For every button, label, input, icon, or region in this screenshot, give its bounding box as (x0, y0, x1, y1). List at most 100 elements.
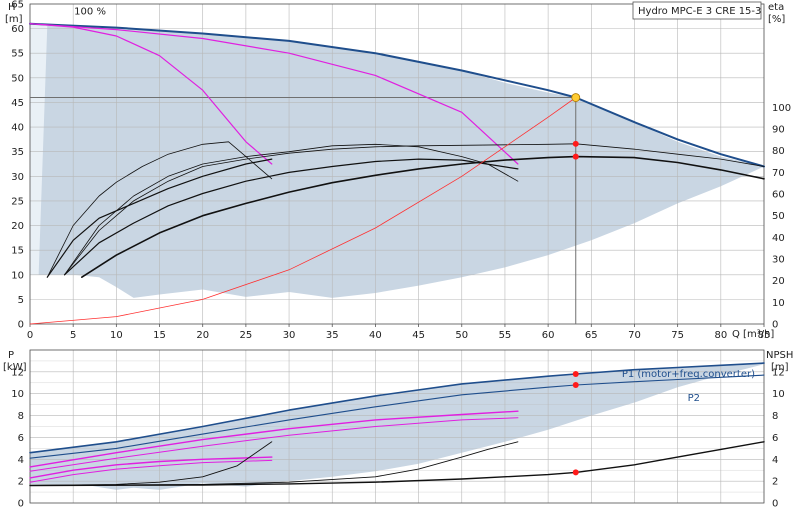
power-duty-marker (572, 371, 579, 378)
power-duty-marker (572, 381, 579, 388)
power-series-P2-speed-a (29, 459, 273, 483)
power-series-P2-speed-b (29, 417, 519, 472)
p2-series-label: P2 (688, 393, 700, 404)
head-axis-unit: [m] (5, 14, 23, 25)
head-series-eta-1 (46, 141, 273, 278)
head-xtick-label: 70 (628, 330, 641, 341)
head-series-system-curve (29, 97, 577, 325)
eta-ytick-label: 90 (772, 125, 785, 136)
power-plot-frame (29, 349, 765, 504)
head-ytick-label: 45 (11, 98, 24, 109)
head-ytick-label: 55 (11, 49, 24, 60)
power-ytick-label: 2 (18, 477, 24, 488)
head-xtick-label: 0 (27, 330, 33, 341)
head-ytick-label: 30 (11, 172, 24, 183)
head-xtick-label: 55 (499, 330, 512, 341)
power-ytick-label: 0 (18, 499, 24, 510)
head-xtick-label: 45 (412, 330, 425, 341)
head-ytick-label: 40 (11, 123, 24, 134)
power-series-P2 (29, 374, 765, 459)
head-ytick-label: 25 (11, 196, 24, 207)
head-ytick-label: 65 (11, 0, 24, 11)
head-ytick-label: 15 (11, 246, 24, 257)
head-series-eta-5 (63, 158, 519, 276)
power-series-NPSH-b (29, 441, 519, 486)
title-box (632, 1, 762, 20)
head-ytick-label: 5 (18, 295, 24, 306)
eta-ytick-label: 0 (772, 320, 778, 331)
power-ytick-label: 8 (18, 411, 24, 422)
head-ytick-label: 35 (11, 147, 24, 158)
head-xtick-label: 20 (196, 330, 209, 341)
head-series-H-speed-b (29, 23, 519, 165)
npsh-axis-unit: [m] (771, 362, 789, 373)
power-series-NPSH-c (29, 441, 765, 487)
eta-ytick-label: 10 (772, 298, 785, 309)
power-ytick-label: 6 (18, 433, 24, 444)
head-xtick-label: 50 (455, 330, 468, 341)
head-series-eta-3 (64, 143, 765, 276)
power-series-NPSH-a (29, 441, 273, 486)
head-xtick-label: 30 (283, 330, 296, 341)
head-low-flow-range (30, 23, 48, 275)
eta-ytick-label: 60 (772, 190, 785, 201)
power-series-P1-speed-b (29, 410, 519, 468)
head-series-eta-2 (64, 143, 519, 276)
npsh-ytick-label: 12 (772, 367, 785, 378)
head-xtick-label: 80 (714, 330, 727, 341)
head-xtick-label: 65 (585, 330, 598, 341)
flow-axis-label: Q [m³/h] (732, 329, 774, 340)
p1-series-label: P1 (motor+freq.converter) (622, 369, 755, 380)
head-series-eta-4 (46, 158, 273, 278)
speed-annotation: 100 % (74, 6, 106, 17)
power-ytick-label: 10 (11, 389, 24, 400)
head-xtick-label: 60 (542, 330, 555, 341)
power-series-P1 (29, 362, 765, 454)
head-duty-marker (572, 140, 579, 147)
eta-ytick-label: 70 (772, 168, 785, 179)
head-xtick-label: 85 (758, 330, 771, 341)
eta-ytick-label: 100 (772, 103, 791, 114)
power-axis-label: P (8, 350, 14, 361)
npsh-ytick-label: 6 (772, 433, 778, 444)
head-xtick-label: 5 (70, 330, 76, 341)
head-duty-marker (572, 153, 579, 160)
head-xtick-label: 35 (326, 330, 339, 341)
head-xtick-label: 25 (240, 330, 253, 341)
power-ytick-label: 4 (18, 455, 24, 466)
head-ytick-label: 50 (11, 73, 24, 84)
npsh-ytick-label: 10 (772, 389, 785, 400)
head-xtick-label: 10 (110, 330, 123, 341)
eta-ytick-label: 20 (772, 276, 785, 287)
eta-ytick-label: 40 (772, 233, 785, 244)
chart-title: Hydro MPC-E 3 CRE 15-3 (638, 6, 761, 17)
duty-point-marker (571, 93, 581, 102)
head-ytick-label: 60 (11, 24, 24, 35)
head-series-H-max (29, 22, 765, 168)
head-xtick-label: 15 (153, 330, 166, 341)
power-duty-marker (572, 469, 579, 476)
power-series-P1-speed-a (29, 456, 273, 479)
head-ytick-label: 0 (18, 320, 24, 331)
power-ytick-label: 12 (11, 367, 24, 378)
npsh-ytick-label: 4 (772, 455, 778, 466)
eta-ytick-label: 30 (772, 255, 785, 266)
head-xtick-label: 40 (369, 330, 382, 341)
eta-axis-unit: [%] (768, 14, 785, 25)
head-axis-label: H (8, 2, 16, 13)
npsh-ytick-label: 0 (772, 499, 778, 510)
head-chart: 0510152025303540455055606501020304050607… (5, 0, 791, 341)
head-xtick-label: 75 (671, 330, 684, 341)
eta-axis-label: eta (768, 2, 784, 13)
head-ytick-label: 10 (11, 270, 24, 281)
head-plot-frame (29, 3, 765, 325)
head-ytick-label: 20 (11, 221, 24, 232)
npsh-ytick-label: 2 (772, 477, 778, 488)
power-chart: 0 2 4 6 8 10 12 0 2 4 6 8 10 12 P[kW] NPSH[m] P1 (motor+… (3, 349, 793, 510)
eta-ytick-label: 80 (772, 146, 785, 157)
eta-ytick-label: 50 (772, 211, 785, 222)
power-axis-unit: [kW] (3, 362, 27, 373)
head-series-eta-6 (81, 155, 765, 278)
